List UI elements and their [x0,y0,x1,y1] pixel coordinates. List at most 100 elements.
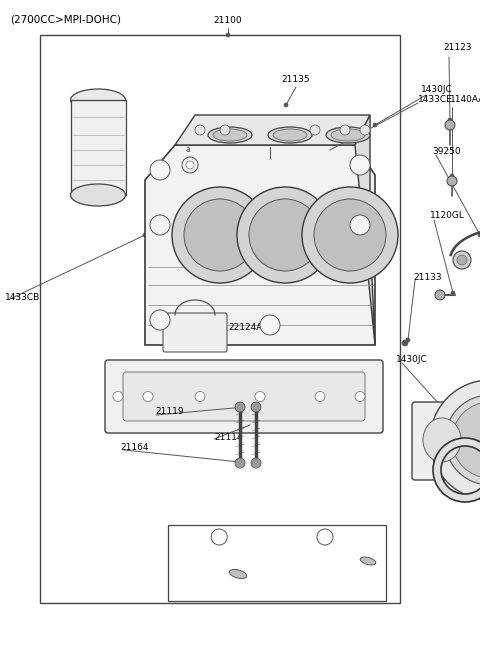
Ellipse shape [213,129,247,141]
Text: b: b [358,160,362,170]
Circle shape [220,125,230,135]
Polygon shape [355,115,375,345]
Circle shape [350,155,370,175]
Circle shape [445,120,455,130]
Circle shape [452,402,480,478]
Circle shape [235,458,245,468]
Text: 21164: 21164 [120,443,148,453]
Text: 1120GL: 1120GL [430,212,465,221]
Text: a: a [185,145,190,154]
Circle shape [248,423,252,427]
Circle shape [143,392,153,402]
FancyBboxPatch shape [123,372,365,421]
Text: b: b [322,533,328,542]
Circle shape [453,251,471,269]
Circle shape [430,380,480,500]
Circle shape [291,169,299,177]
Text: 39250: 39250 [432,147,461,155]
Ellipse shape [360,557,376,565]
Circle shape [328,148,332,152]
Circle shape [143,233,147,237]
Bar [168,525,386,601]
Circle shape [355,392,365,402]
Ellipse shape [229,569,247,578]
Circle shape [238,460,242,464]
Ellipse shape [331,129,365,141]
Text: a: a [216,533,222,542]
Polygon shape [145,145,375,345]
Text: 21440: 21440 [476,432,480,441]
Text: b: b [267,320,273,329]
Circle shape [150,215,170,235]
Ellipse shape [71,89,125,111]
Text: 1573CG: 1573CG [276,540,312,550]
Text: 1433CB: 1433CB [5,293,40,303]
Circle shape [310,125,320,135]
Ellipse shape [208,127,252,143]
Text: 21133: 21133 [413,272,442,282]
Circle shape [150,310,170,330]
Text: 21135: 21135 [282,75,310,83]
Circle shape [113,392,123,402]
Circle shape [438,403,442,407]
Text: 1573GC: 1573GC [276,557,312,565]
Text: a: a [157,221,162,229]
Circle shape [284,103,288,107]
Text: 1433CE: 1433CE [418,94,453,103]
FancyBboxPatch shape [163,313,227,352]
Text: a: a [157,316,162,324]
Circle shape [235,402,245,412]
Circle shape [315,392,325,402]
Text: a: a [157,166,162,174]
Circle shape [211,529,227,545]
Circle shape [251,402,261,412]
Text: 21114: 21114 [214,432,242,441]
Circle shape [195,392,205,402]
Circle shape [184,199,256,271]
Ellipse shape [326,127,370,143]
Circle shape [314,199,386,271]
Ellipse shape [273,129,307,141]
Text: (2700CC>MPI-DOHC): (2700CC>MPI-DOHC) [10,15,121,25]
Circle shape [406,338,410,342]
Text: 1573GF: 1573GF [176,569,211,578]
Circle shape [255,392,265,402]
Circle shape [402,340,408,346]
Circle shape [302,187,398,283]
Circle shape [251,458,261,468]
Circle shape [186,161,194,169]
Circle shape [243,405,247,409]
Circle shape [249,199,321,271]
Text: 1140AA: 1140AA [450,96,480,105]
Text: 21123: 21123 [443,43,471,52]
Circle shape [435,290,445,300]
Text: 21100: 21100 [214,16,242,25]
Circle shape [203,335,207,339]
Circle shape [451,291,455,295]
Circle shape [317,529,333,545]
Text: b: b [358,221,362,229]
Circle shape [450,174,454,178]
Polygon shape [175,115,370,145]
Circle shape [447,176,457,186]
Circle shape [340,125,350,135]
FancyBboxPatch shape [105,360,383,433]
Circle shape [226,33,230,37]
Circle shape [350,215,370,235]
Text: 1430JC: 1430JC [421,86,453,94]
Circle shape [266,154,274,162]
Circle shape [195,125,205,135]
Circle shape [448,118,452,122]
Ellipse shape [268,127,312,143]
Ellipse shape [71,184,125,206]
Text: 1573JK: 1573JK [276,572,307,582]
Ellipse shape [423,418,461,462]
Bar [71,100,125,195]
Circle shape [182,157,198,173]
Circle shape [237,187,333,283]
Circle shape [150,160,170,180]
Circle shape [445,395,480,485]
Text: 22124A: 22124A [228,322,263,331]
Circle shape [457,255,467,265]
FancyBboxPatch shape [412,402,473,480]
